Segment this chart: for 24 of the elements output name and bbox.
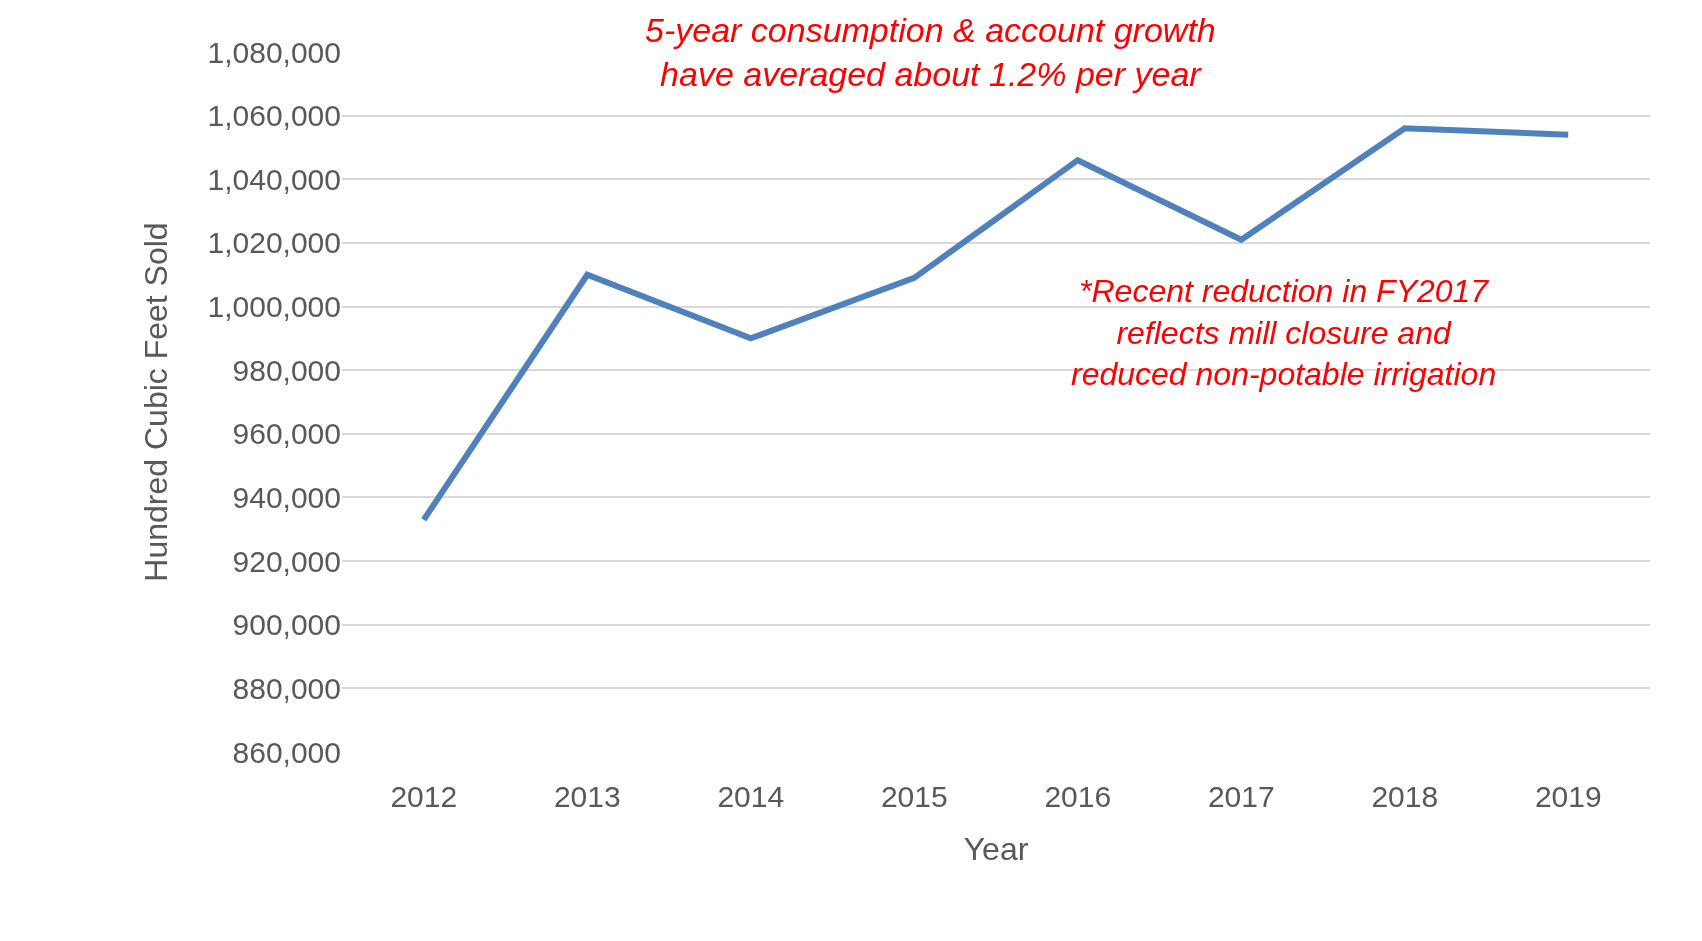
x-tick-label: 2019: [1534, 780, 1602, 813]
y-tick-label: 940,000: [232, 480, 341, 514]
y-tick-label: 1,080,000: [207, 35, 341, 69]
x-tick-label: 2014: [717, 780, 785, 813]
x-tick-label: 2017: [1207, 780, 1275, 813]
y-tick-label: 980,000: [232, 353, 341, 387]
x-tick-label: 2016: [1044, 780, 1112, 813]
y-tick-label: 900,000: [232, 608, 341, 642]
y-axis-title: Hundred Cubic Feet Sold: [137, 222, 174, 582]
y-tick-label: 860,000: [232, 735, 341, 769]
y-tick-label: 920,000: [232, 544, 341, 578]
annotation: 5-year consumption & account growth have averaged about 1.2% per year: [645, 11, 1216, 94]
annotation: *Recent reduction in FY2017 reflects mill closure and reduced non-potable irrigation: [1071, 273, 1497, 393]
y-tick-label: 1,060,000: [207, 99, 341, 133]
x-tick-label: 2018: [1371, 780, 1439, 813]
y-tick-label: 880,000: [232, 671, 341, 705]
x-tick-label: 2013: [553, 780, 621, 813]
y-tick-label: 960,000: [232, 417, 341, 451]
y-tick-label: 1,000,000: [207, 290, 341, 324]
x-tick-label: 2012: [390, 780, 458, 813]
y-tick-label: 1,040,000: [207, 162, 341, 196]
y-tick-label: 1,020,000: [207, 226, 341, 260]
x-tick-label: 2015: [880, 780, 948, 813]
x-axis-title: Year: [963, 830, 1029, 867]
